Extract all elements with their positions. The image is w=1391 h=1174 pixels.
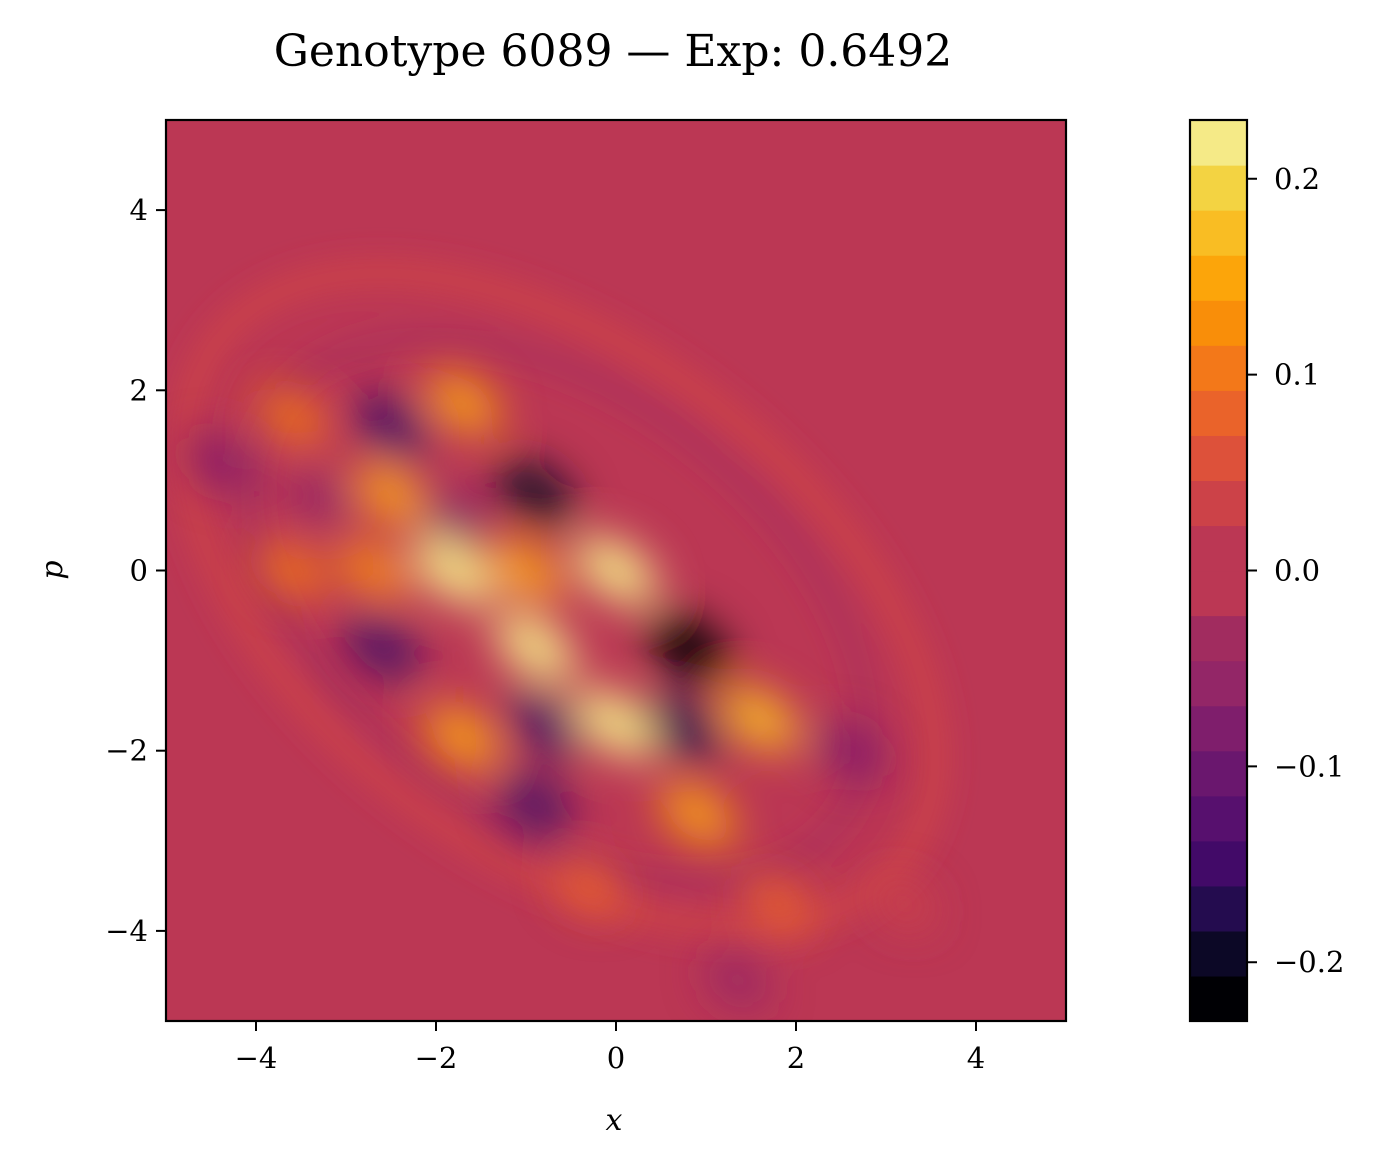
x-tick-label: −4	[235, 1041, 278, 1075]
heatmap-cell	[288, 472, 350, 525]
heatmap-cell	[874, 879, 934, 929]
colorbar-level	[1190, 255, 1247, 301]
x-axis: −4 −2 0 2 4	[235, 1021, 985, 1075]
colorbar-level	[1190, 300, 1247, 346]
heatmap-cell	[495, 461, 575, 527]
heatmap-cell	[257, 388, 327, 446]
y-tick-label: −2	[105, 734, 148, 768]
heatmap-cell	[188, 436, 252, 489]
heatmap-cell	[344, 615, 420, 679]
colorbar-level	[1190, 840, 1247, 887]
x-tick-label: 4	[967, 1041, 985, 1075]
colorbar-level	[1190, 345, 1247, 391]
y-axis-label: p	[35, 560, 70, 579]
y-tick-label: 0	[130, 554, 148, 588]
colorbar-level	[1190, 480, 1247, 527]
heatmap-peak	[597, 555, 635, 586]
colorbar: −0.2 −0.1 0.0 0.1 0.2	[1188, 118, 1344, 1023]
heatmap-cell	[644, 696, 723, 761]
colorbar-tick-label: −0.2	[1274, 945, 1344, 979]
colorbar-level	[1190, 120, 1247, 166]
x-tick-label: 0	[607, 1041, 625, 1075]
colorbar-tick-label: −0.1	[1274, 749, 1344, 783]
heatmap-cell	[354, 463, 428, 524]
colorbar-tick-label: 0.0	[1274, 554, 1320, 588]
heatmap-peak	[435, 554, 473, 587]
heatmap-cell	[707, 955, 768, 1006]
colorbar-level	[1190, 705, 1247, 752]
heatmap-cell	[258, 542, 326, 599]
heatmap-peak	[669, 631, 707, 663]
colorbar-level	[1190, 885, 1247, 932]
heatmap-cell	[489, 539, 563, 602]
colorbar-level	[1190, 975, 1247, 1022]
colorbar-level	[1190, 930, 1247, 977]
colorbar-level	[1190, 210, 1247, 256]
colorbar-level	[1190, 795, 1247, 842]
heatmap-cell	[426, 373, 500, 434]
plot-area	[166, 120, 1066, 1021]
colorbar-level	[1190, 435, 1247, 481]
chart-title: Genotype 6089 — Exp: 0.6492	[274, 26, 953, 77]
heatmap-peak	[516, 631, 554, 663]
heatmap-cell	[353, 395, 429, 458]
x-axis-label: x	[606, 1103, 623, 1138]
heatmap-outer-ring	[172, 260, 948, 940]
heatmap-cell	[498, 774, 572, 836]
heatmap-cell	[506, 692, 582, 755]
y-tick-label: 2	[130, 373, 148, 407]
heatmap-peak	[597, 708, 635, 740]
heatmap-cell	[817, 723, 883, 779]
x-tick-label: −2	[415, 1041, 458, 1075]
heatmap-cell	[660, 783, 734, 845]
y-tick-label: −4	[105, 914, 148, 948]
x-tick-label: 2	[787, 1041, 805, 1075]
y-tick-label: 4	[130, 193, 148, 227]
colorbar-level	[1190, 750, 1247, 797]
heatmap-cell	[338, 541, 408, 600]
colorbar-ticks: −0.2 −0.1 0.0 0.1 0.2	[1247, 162, 1344, 979]
colorbar-tick-label: 0.2	[1274, 162, 1320, 196]
heatmap-cell	[721, 687, 799, 751]
colorbar-level	[1190, 390, 1247, 436]
colorbar-level	[1190, 615, 1247, 662]
colorbar-tick-label: 0.1	[1274, 358, 1320, 392]
heatmap-cell	[556, 858, 622, 913]
colorbar-level	[1190, 525, 1247, 572]
heatmap-blobs	[188, 373, 934, 1006]
colorbar-level	[1190, 660, 1247, 707]
colorbar-level	[1190, 570, 1247, 617]
heatmap-cell	[422, 490, 486, 543]
y-axis: −4 −2 0 2 4	[105, 193, 166, 948]
colorbar-levels	[1190, 120, 1247, 1022]
heatmap-cell	[745, 876, 811, 932]
heatmap-cell	[425, 706, 501, 769]
colorbar-level	[1190, 165, 1247, 211]
